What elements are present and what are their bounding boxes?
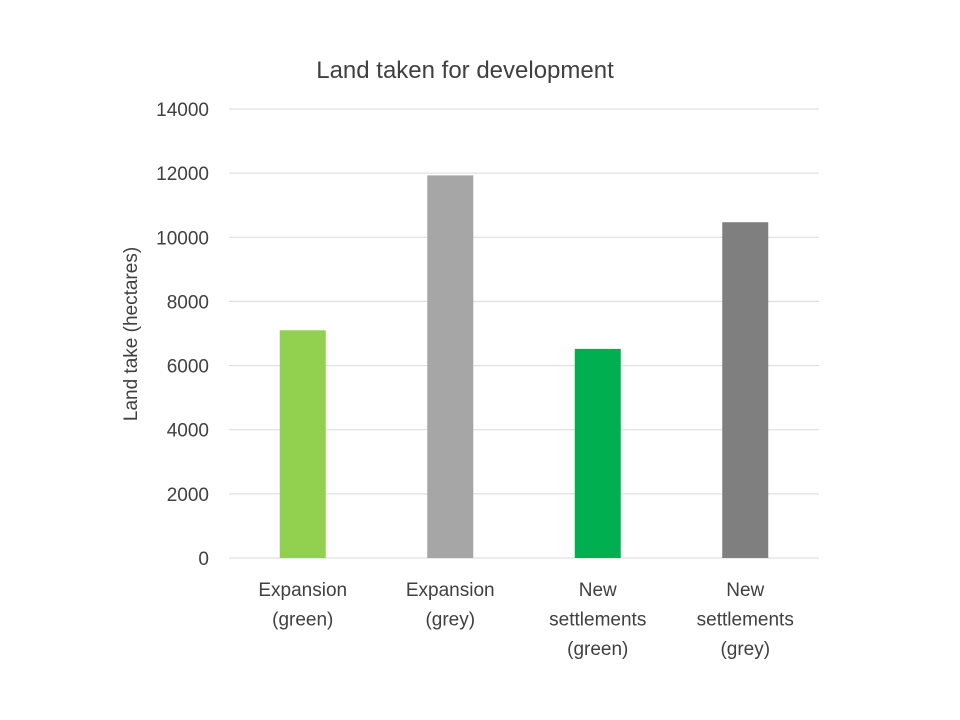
y-axis-tick-labels: 0 2000 4000 6000 8000 10000 12000 14000 bbox=[156, 100, 209, 570]
x-category-label-line: New bbox=[726, 580, 764, 601]
y-tick-label: 2000 bbox=[167, 485, 209, 506]
bar bbox=[722, 222, 769, 558]
bars bbox=[279, 175, 769, 558]
y-tick-label: 10000 bbox=[156, 228, 209, 249]
chart-title: Land taken for development bbox=[316, 57, 614, 84]
x-category-label: New settlements (grey) bbox=[697, 580, 794, 660]
x-category-label-line: Expansion bbox=[258, 580, 347, 601]
x-axis-category-labels: Expansion (green) Expansion (grey) New settle… bbox=[258, 580, 793, 660]
x-category-label-line: (green) bbox=[272, 610, 333, 631]
y-tick-label: 6000 bbox=[167, 357, 209, 378]
x-category-label: New settlements (green) bbox=[549, 580, 646, 660]
y-tick-label: 4000 bbox=[167, 421, 209, 442]
x-category-label: Expansion (grey) bbox=[406, 580, 495, 631]
x-category-label-line: (green) bbox=[567, 639, 628, 660]
x-category-label-line: New bbox=[579, 580, 617, 601]
y-tick-label: 12000 bbox=[156, 164, 209, 185]
y-tick-label: 8000 bbox=[167, 292, 209, 313]
x-category-label-line: settlements bbox=[549, 610, 646, 631]
y-axis-title: Land take (hectares) bbox=[121, 247, 142, 421]
x-category-label-line: (grey) bbox=[425, 610, 475, 631]
y-tick-label: 14000 bbox=[156, 100, 209, 121]
bar bbox=[427, 175, 474, 558]
x-category-label-line: (grey) bbox=[720, 639, 770, 660]
y-tick-label: 0 bbox=[198, 549, 209, 570]
x-category-label-line: settlements bbox=[697, 610, 794, 631]
gridlines bbox=[229, 108, 819, 559]
bar bbox=[574, 348, 621, 558]
bar bbox=[279, 330, 326, 558]
x-category-label: Expansion (green) bbox=[258, 580, 347, 631]
x-category-label-line: Expansion bbox=[406, 580, 495, 601]
